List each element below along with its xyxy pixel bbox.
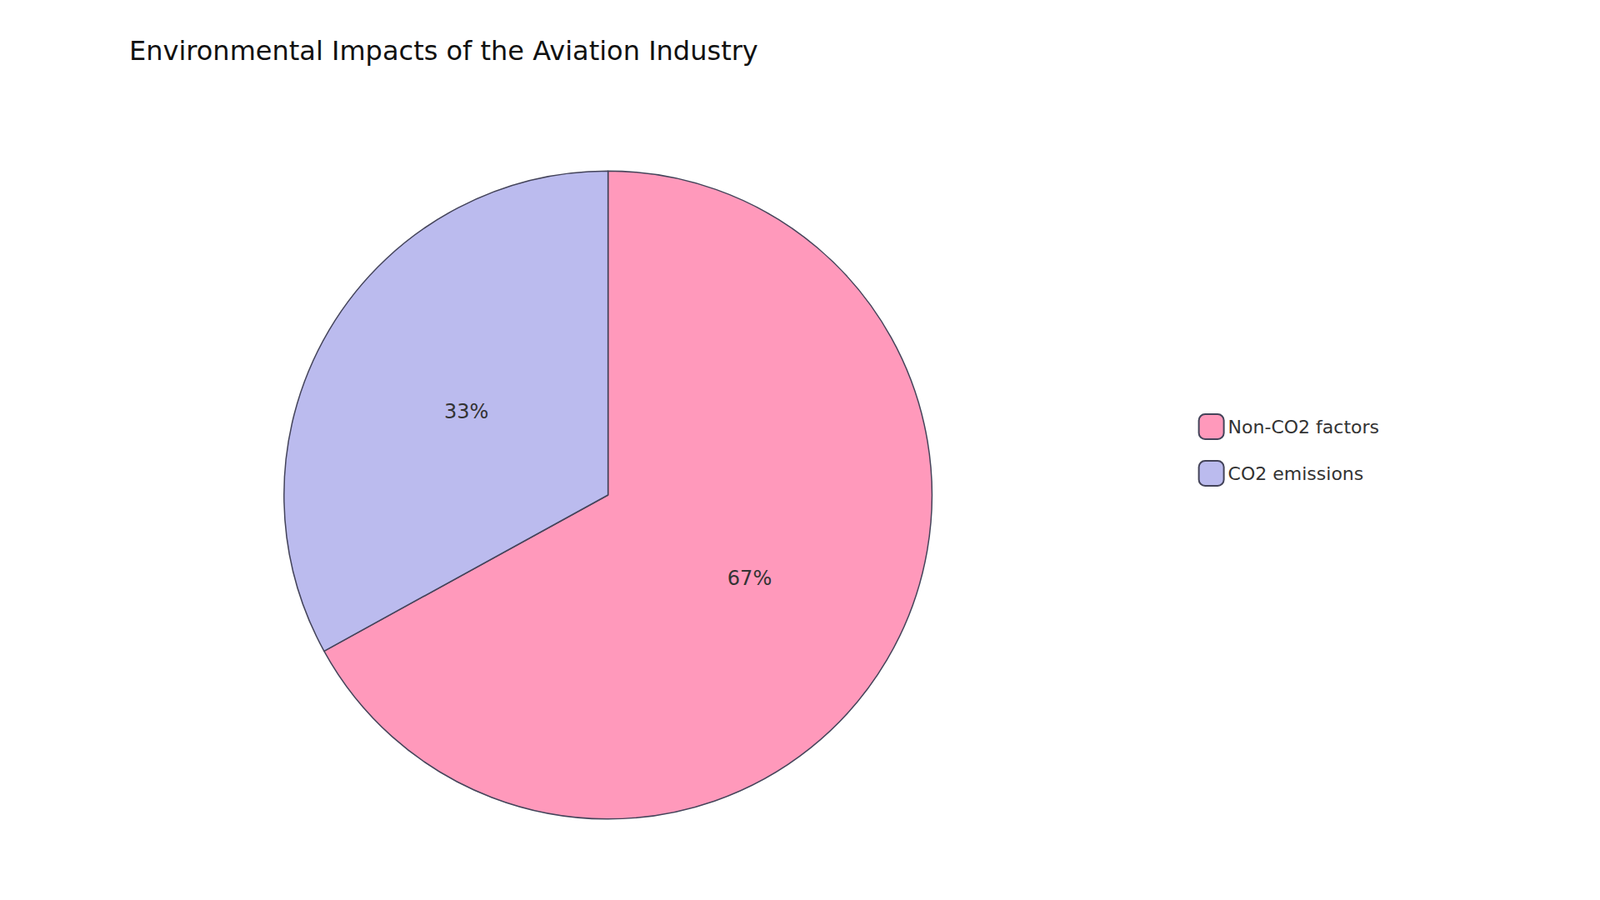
svg-text:Environmental Impacts of the A: Environmental Impacts of the Aviation In… bbox=[129, 35, 759, 67]
svg-text:Non-CO2 factors: Non-CO2 factors bbox=[1228, 416, 1380, 438]
svg-text:67%: 67% bbox=[727, 566, 772, 590]
svg-text:33%: 33% bbox=[444, 400, 489, 424]
svg-text:CO2 emissions: CO2 emissions bbox=[1228, 463, 1365, 485]
